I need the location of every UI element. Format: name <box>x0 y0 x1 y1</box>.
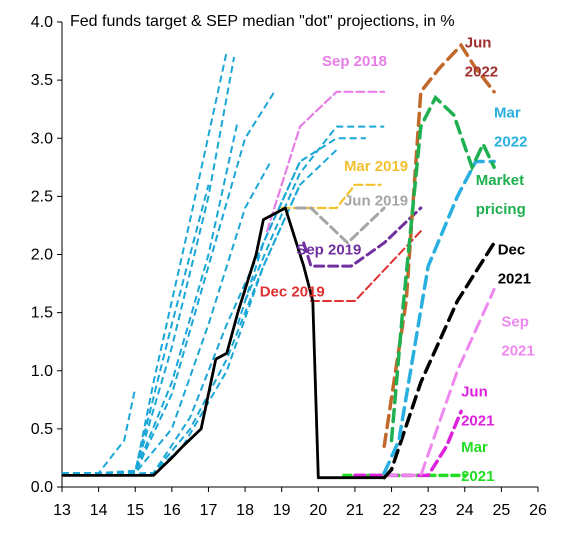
old-projection-line <box>61 387 137 477</box>
y-tick-label: 3.0 <box>31 130 53 147</box>
y-tick-label: 3.5 <box>31 72 53 89</box>
series-line-jun-2022 <box>382 42 496 449</box>
old-projection-line <box>61 149 338 477</box>
annotation-label: Jun 2019 <box>344 193 408 210</box>
old-projection-line <box>236 137 366 325</box>
annotation-label: 2021 <box>498 271 531 288</box>
annotation-label: Sep 2018 <box>322 53 387 70</box>
annotation-label: Jun <box>461 383 488 400</box>
x-tick-label: 24 <box>456 502 474 519</box>
series-line-mar-2022 <box>382 159 496 475</box>
old-projection-line <box>61 91 276 477</box>
annotation-label: Mar <box>461 439 488 456</box>
series-line-dec-2019 <box>310 230 422 302</box>
axes: 0.0 0.5 1.0 1.5 2.0 2.5 3.0 3.5 4.0 13 14 15 16 17 18 1… <box>31 14 547 519</box>
old-projection-line <box>62 50 228 475</box>
annotation-label: 2022 <box>494 133 527 150</box>
x-tick-label: 25 <box>492 502 510 519</box>
x-tick-label: 16 <box>163 502 181 519</box>
annotation-label: Sep <box>501 314 529 331</box>
annotation-label: Dec <box>498 242 526 259</box>
annotation-label: Mar <box>494 104 521 121</box>
x-tick-label: 19 <box>273 502 291 519</box>
x-tick-label: 15 <box>126 502 144 519</box>
y-tick-label: 1.0 <box>31 363 53 380</box>
annotation-label: pricing <box>476 201 526 218</box>
series-line-sep-2018 <box>265 90 386 233</box>
y-tick-label: 0.5 <box>31 421 53 438</box>
annotations: Sep 2018 Mar 2019 Jun 2019 Sep 2019 Dec 2019… <box>260 35 535 486</box>
x-tick-label: 23 <box>419 502 437 519</box>
actual-rate-line <box>62 206 393 480</box>
y-tick-label: 1.5 <box>31 305 53 322</box>
y-tick-label: 0.0 <box>31 479 53 496</box>
old-projection-line <box>244 125 385 302</box>
annotation-label: 2021 <box>461 468 494 485</box>
annotation-label: Jun <box>465 35 492 52</box>
series-line-sep-2021 <box>382 287 496 477</box>
x-tick-label: 26 <box>529 502 547 519</box>
old-projection-line <box>61 161 301 477</box>
y-tick-label: 2.5 <box>31 188 53 205</box>
x-tick-label: 13 <box>53 502 71 519</box>
series-line-sep-2019 <box>302 206 423 268</box>
x-tick-label: 21 <box>346 502 364 519</box>
x-tick-label: 14 <box>90 502 108 519</box>
annotation-label: 2021 <box>501 343 534 360</box>
annotation-label: Market <box>476 172 524 189</box>
x-tick-label: 17 <box>200 502 218 519</box>
y-tick-label: 2.0 <box>31 247 53 264</box>
chart-title: Fed funds target & SEP median "dot" proj… <box>70 13 455 30</box>
series-line-jun-2019 <box>294 206 386 245</box>
annotation-label: Dec 2019 <box>260 283 325 300</box>
series-line-jun-2021 <box>353 409 463 478</box>
actual-rate <box>62 206 393 480</box>
annotation-label: Mar 2019 <box>344 158 408 175</box>
series-line-market-pricing <box>389 94 496 443</box>
annotation-label: 2022 <box>465 64 498 81</box>
annotation-label: 2021 <box>461 412 494 429</box>
x-tick-label: 22 <box>383 502 401 519</box>
y-tick-label: 4.0 <box>31 14 53 31</box>
x-tick-label: 20 <box>309 502 327 519</box>
x-tick-label: 18 <box>236 502 254 519</box>
annotation-label: Sep 2019 <box>296 242 361 259</box>
old-projection-line <box>62 56 236 475</box>
old-projection-line <box>61 184 301 477</box>
old-projections <box>61 50 385 477</box>
